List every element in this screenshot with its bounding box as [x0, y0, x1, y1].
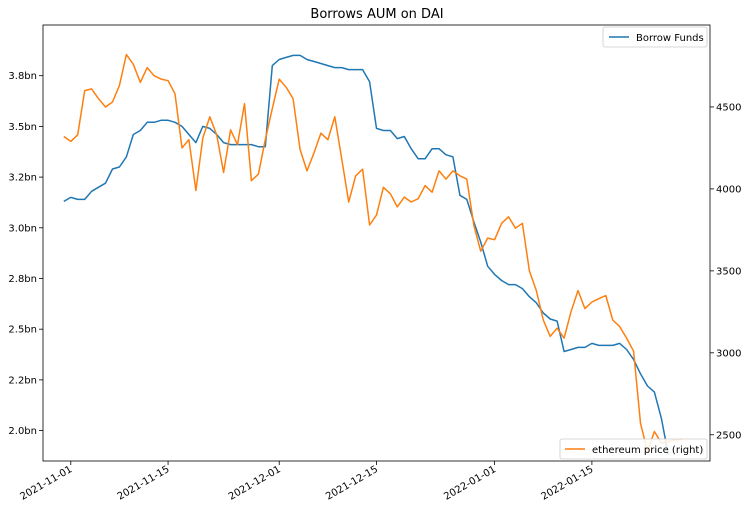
- legend-bottom-right: ethereum price (right): [559, 438, 708, 460]
- y-axis-right: 2500 3000 3500 4000 4500: [710, 102, 741, 441]
- y-left-tick-label-6: 3.5bn: [8, 122, 37, 133]
- x-tick-label-3: 2021-12-15: [324, 464, 380, 503]
- x-tick-label-1: 2021-11-15: [116, 464, 172, 503]
- y-left-tick-label-4: 3.0bn: [8, 223, 37, 234]
- y-right-tick-label-0: 2500: [716, 430, 741, 441]
- chart-title: Borrows AUM on DAI: [310, 7, 443, 22]
- y-left-tick-label-5: 3.2bn: [8, 173, 37, 184]
- y-right-tick-label-1: 3000: [716, 348, 741, 359]
- y-left-tick-label-2: 2.5bn: [8, 325, 37, 336]
- x-tick-label-5: 2022-01-15: [540, 464, 596, 503]
- legend-box-top: [602, 26, 708, 48]
- legend-box-bottom: [559, 438, 708, 460]
- y-left-tick-label-3: 2.8bn: [8, 274, 37, 285]
- y-right-tick-label-2: 3500: [716, 266, 741, 277]
- plot-area-frame: [42, 24, 711, 462]
- y-axis-left: 2.0bn 2.2bn 2.5bn 2.8bn 3.0bn 3.2bn 3.5bn 3.8bn: [8, 71, 43, 437]
- y-left-tick-label-7: 3.8bn: [8, 71, 37, 82]
- x-tick-label-0: 2021-11-01: [18, 464, 74, 503]
- series-line-ethereum-price: [63, 53, 683, 452]
- y-left-tick-label-1: 2.2bn: [8, 375, 37, 386]
- legend-label-borrow-funds: Borrow Funds: [636, 33, 704, 44]
- x-tick-label-2: 2021-12-01: [227, 464, 283, 503]
- x-tick-label-4: 2022-01-01: [442, 464, 498, 503]
- series-layer: [63, 53, 683, 456]
- series-line-borrow-funds: [63, 54, 670, 456]
- legend-label-ethereum-price: ethereum price (right): [592, 445, 703, 456]
- x-axis: 2021-11-01 2021-11-15 2021-12-01 2021-12-15…: [18, 461, 595, 503]
- y-right-tick-label-4: 4500: [716, 102, 741, 113]
- y-right-tick-label-3: 4000: [716, 184, 741, 195]
- y-left-tick-label-0: 2.0bn: [8, 426, 37, 437]
- legend-top-right: Borrow Funds: [602, 26, 708, 48]
